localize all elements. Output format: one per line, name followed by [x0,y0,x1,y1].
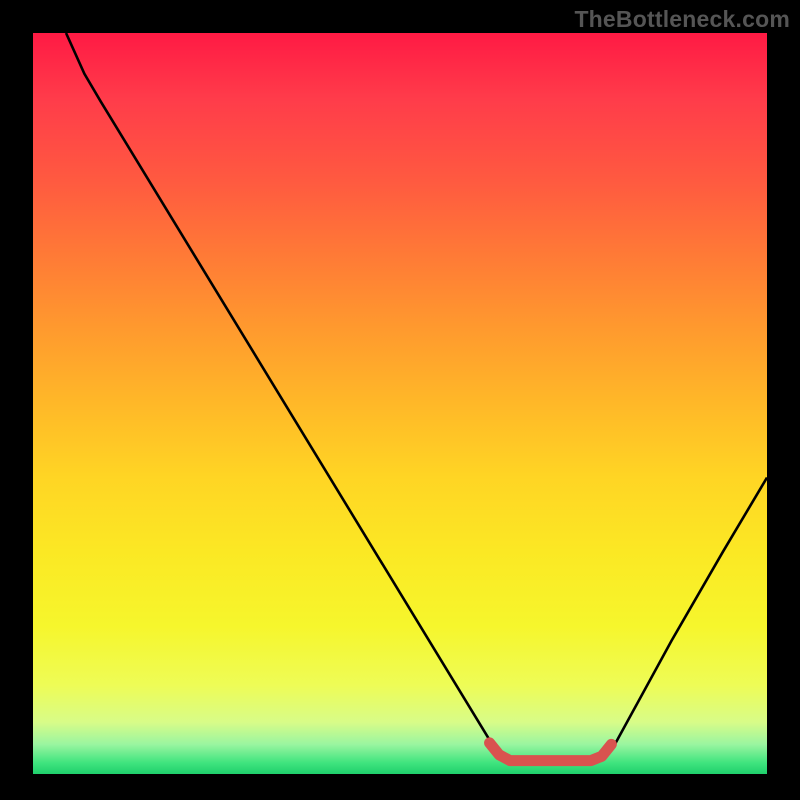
floor-highlight [490,743,612,761]
plot-svg [33,33,767,774]
plot-area [33,33,767,774]
main-curve [66,33,767,759]
watermark-text: TheBottleneck.com [574,6,790,33]
chart-container: TheBottleneck.com [0,0,800,800]
